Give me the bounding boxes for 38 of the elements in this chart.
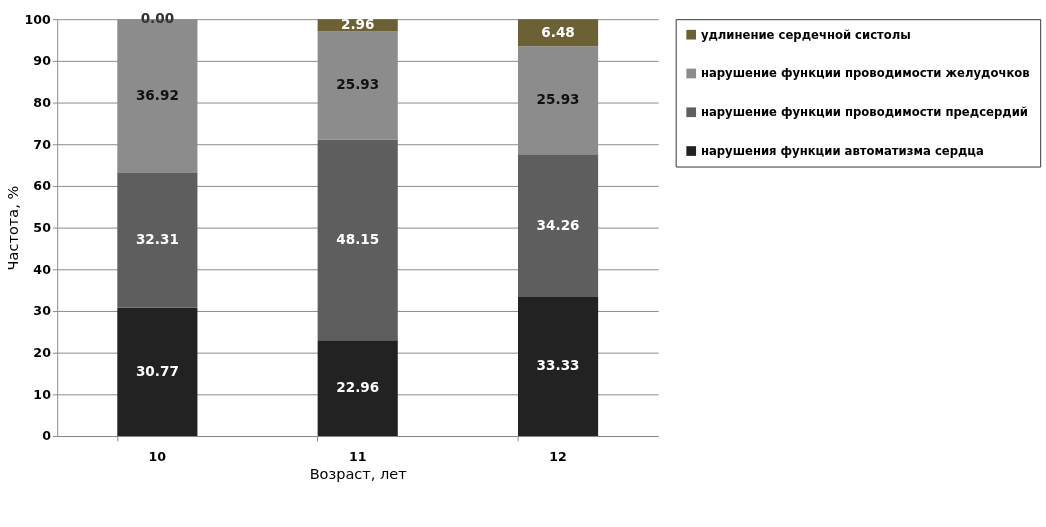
- legend-label: нарушение функции проводимости предсердий: [700, 105, 1028, 120]
- data-label: 48.15: [336, 230, 380, 247]
- y-axis-title: Частота, %: [4, 185, 21, 271]
- data-label: 25.93: [336, 76, 380, 93]
- data-label: 36.92: [135, 87, 179, 104]
- y-tick-label: 20: [33, 345, 52, 361]
- bar: [517, 154, 599, 298]
- y-tick-label: 30: [33, 303, 52, 319]
- x-tick-label: 11: [348, 448, 367, 464]
- y-tick-label: 60: [33, 178, 52, 194]
- data-label: 6.48: [541, 23, 575, 40]
- y-tick-label: 100: [24, 11, 52, 27]
- y-tick-label: 10: [33, 386, 52, 402]
- bar: [317, 340, 398, 437]
- bar: [317, 139, 398, 341]
- y-tick-label: 90: [33, 53, 52, 69]
- bar: [117, 307, 198, 437]
- data-label: 22.96: [336, 379, 380, 396]
- x-axis-title: Возраст, лет: [309, 466, 408, 483]
- x-tick-label: 10: [148, 448, 167, 464]
- legend-label: нарушение функции проводимости желудочков: [700, 66, 1030, 81]
- y-tick-label: 80: [33, 94, 52, 110]
- bar: [117, 173, 198, 308]
- y-tick-label: 50: [33, 219, 52, 235]
- y-tick-label: 70: [33, 136, 52, 152]
- bar: [517, 297, 599, 437]
- data-label: 2.96: [340, 16, 375, 33]
- data-label: 25.93: [536, 91, 580, 108]
- legend-label: нарушения функции автоматизма сердца: [700, 143, 984, 158]
- bar: [517, 19, 599, 47]
- y-tick-label: 40: [33, 261, 52, 277]
- data-label: 32.31: [135, 231, 179, 248]
- data-label: 34.26: [536, 216, 580, 233]
- data-label: 30.77: [135, 362, 179, 379]
- y-tick-label: 0: [42, 428, 52, 444]
- data-label: 33.33: [536, 357, 580, 374]
- legend-label: удлинение сердечной систолы: [700, 27, 911, 42]
- x-tick-label: 12: [549, 448, 567, 464]
